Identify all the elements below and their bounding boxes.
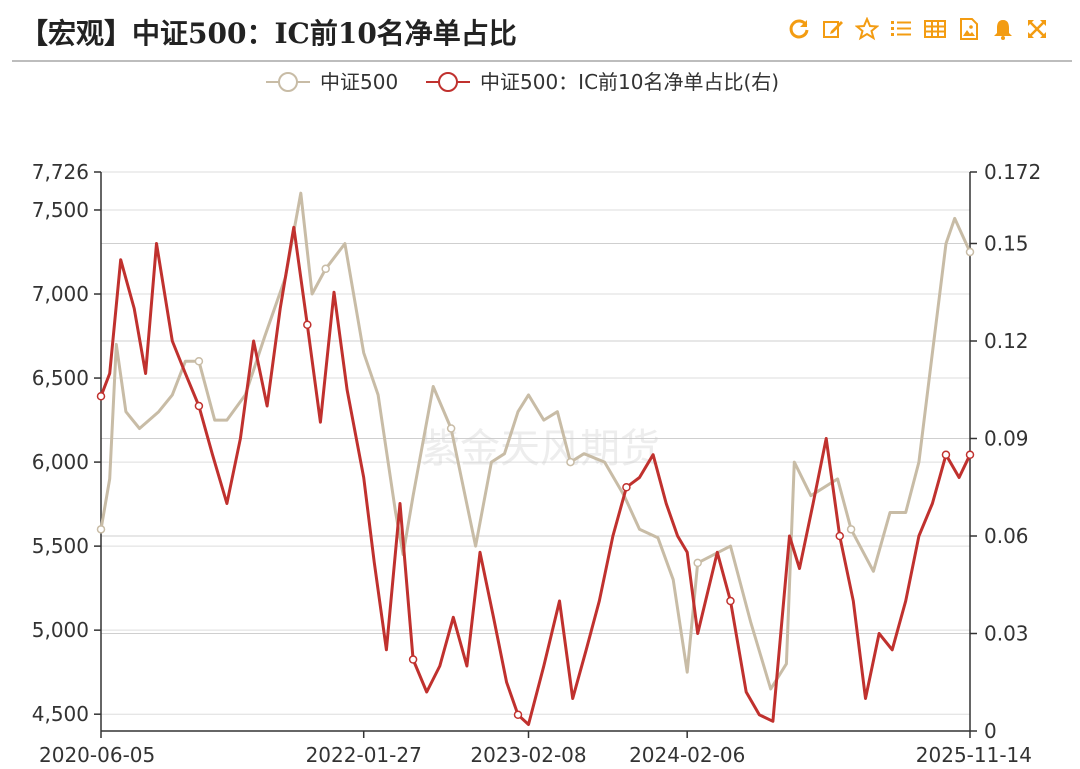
fullscreen-icon[interactable] — [1024, 16, 1050, 42]
data-point-ic-ratio — [513, 710, 523, 719]
y-right-tick-label: 0.172 — [984, 160, 1041, 184]
data-point-csi500 — [194, 356, 204, 366]
toolbar — [786, 16, 1050, 42]
data-point-ic-ratio — [408, 655, 418, 664]
data-point-csi500 — [566, 457, 575, 467]
data-point-ic-ratio — [194, 401, 204, 411]
y-right-tick-label: 0 — [984, 719, 997, 743]
x-tick-label: 2020-06-05 — [39, 743, 155, 767]
x-tick-label: 2025-11-14 — [916, 743, 1032, 767]
x-tick-label: 2024-02-06 — [629, 743, 745, 767]
y-left-tick-label: 7,500 — [32, 198, 89, 222]
y-right-tick-label: 0.03 — [984, 622, 1029, 646]
image-icon[interactable] — [956, 16, 982, 42]
data-point-ic-ratio — [965, 450, 975, 459]
legend-label-csi500: 中证500 — [320, 70, 398, 94]
table-icon[interactable] — [922, 16, 948, 42]
data-point-csi500 — [693, 558, 702, 568]
list-icon[interactable] — [888, 16, 914, 42]
y-left-tick-label: 4,500 — [32, 702, 89, 726]
y-right-tick-label: 0.09 — [984, 427, 1029, 451]
y-left-tick-label: 5,000 — [32, 618, 89, 642]
data-point-ic-ratio — [726, 596, 735, 606]
series-lines — [96, 191, 975, 726]
bell-icon[interactable] — [990, 16, 1016, 42]
edit-icon[interactable] — [820, 16, 846, 42]
data-point-ic-ratio — [96, 392, 106, 401]
data-point-csi500 — [321, 264, 330, 274]
legend-item-ic-ratio[interactable]: 中证500：IC前10名净单占比(右) — [426, 70, 779, 94]
x-tick-label: 2023-02-08 — [470, 743, 586, 767]
star-icon[interactable] — [854, 16, 880, 42]
y-left-tick-label: 5,500 — [32, 534, 89, 558]
y-right-tick-label: 0.06 — [984, 524, 1029, 548]
series-line-csi500 — [99, 191, 972, 691]
legend-label-ic-ratio: 中证500：IC前10名净单占比(右) — [480, 70, 779, 94]
data-point-csi500 — [846, 525, 856, 534]
y-right-tick-label: 0.15 — [984, 232, 1029, 256]
data-point-csi500 — [96, 525, 106, 534]
series-line-ic-ratio — [99, 225, 972, 726]
legend: 中证500 中证500：IC前10名净单占比(右) — [266, 70, 779, 94]
legend-item-csi500[interactable]: 中证500 — [266, 70, 398, 94]
y-left-tick-label: 7,726 — [32, 160, 89, 184]
page-title: 【宏观】中证500：IC前10名净单占比 — [20, 17, 517, 50]
data-point-ic-ratio — [303, 320, 312, 329]
axes: 4,500 5,000 5,500 6,000 6,500 7,000 7,500 7,726… — [32, 160, 1042, 767]
y-right-tick-label: 0.12 — [984, 329, 1029, 353]
y-left-tick-label: 7,000 — [32, 282, 89, 306]
y-left-tick-label: 6,500 — [32, 366, 89, 390]
grid — [101, 171, 970, 732]
data-point-csi500 — [446, 424, 456, 433]
y-left-tick-label: 6,000 — [32, 450, 89, 474]
x-tick-label: 2022-01-27 — [306, 743, 422, 767]
title-divider — [12, 60, 1072, 62]
data-point-ic-ratio — [941, 450, 951, 459]
data-point-csi500 — [965, 247, 975, 257]
data-point-ic-ratio — [622, 483, 631, 492]
refresh-icon[interactable] — [786, 16, 812, 42]
data-point-ic-ratio — [835, 531, 844, 541]
